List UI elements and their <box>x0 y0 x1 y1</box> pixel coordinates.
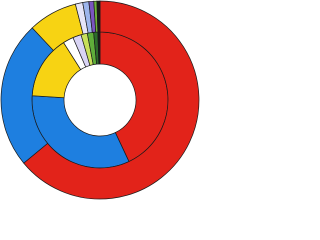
chart <box>0 0 200 200</box>
page: (() => { const data = JSON.parse(documen… <box>0 0 200 200</box>
donut-segment <box>96 0 101 33</box>
donut-segment <box>23 0 200 200</box>
